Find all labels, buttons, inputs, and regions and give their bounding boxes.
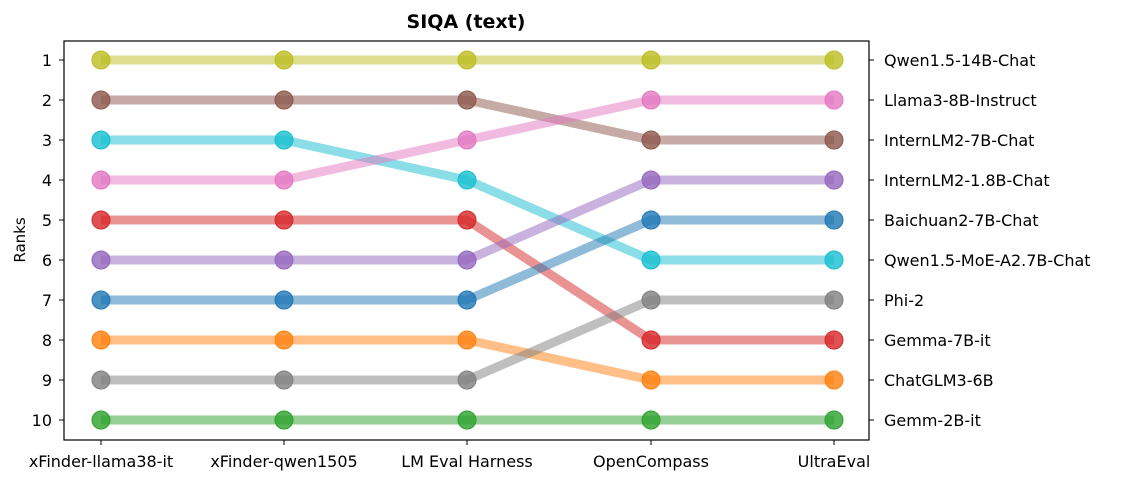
series-0 <box>92 51 843 69</box>
data-point <box>642 131 660 149</box>
right-axis-label: InternLM2-7B-Chat <box>884 131 1034 150</box>
chart-title: SIQA (text) <box>407 11 526 33</box>
y-tick-label: 3 <box>42 131 52 150</box>
data-point <box>275 211 293 229</box>
data-point <box>458 131 476 149</box>
y-tick-label: 2 <box>42 91 52 110</box>
data-point <box>825 91 843 109</box>
y-tick-label: 1 <box>42 51 52 70</box>
series-line-2 <box>101 140 834 260</box>
data-point <box>642 411 660 429</box>
data-point <box>275 411 293 429</box>
data-point <box>642 91 660 109</box>
data-point <box>458 211 476 229</box>
data-point <box>458 171 476 189</box>
right-axis-label: Gemma-7B-it <box>884 331 991 350</box>
data-point <box>825 331 843 349</box>
right-axis-label: Baichuan2-7B-Chat <box>884 211 1039 230</box>
data-point <box>825 211 843 229</box>
data-point <box>825 171 843 189</box>
data-point <box>92 331 110 349</box>
data-point <box>275 51 293 69</box>
data-point <box>92 91 110 109</box>
y-tick-label: 8 <box>42 331 52 350</box>
data-point <box>642 51 660 69</box>
data-point <box>458 371 476 389</box>
data-point <box>275 371 293 389</box>
x-tick-label: xFinder-qwen1505 <box>210 452 357 471</box>
right-axis-label: Qwen1.5-MoE-A2.7B-Chat <box>884 251 1091 270</box>
data-point <box>275 331 293 349</box>
series-2 <box>92 131 843 269</box>
data-point <box>92 171 110 189</box>
data-point <box>642 251 660 269</box>
y-tick-label: 5 <box>42 211 52 230</box>
right-axis-label: ChatGLM3-6B <box>884 371 994 390</box>
series-4 <box>92 211 843 349</box>
data-point <box>825 251 843 269</box>
data-point <box>825 411 843 429</box>
right-axis-label: Qwen1.5-14B-Chat <box>884 51 1035 70</box>
data-point <box>92 371 110 389</box>
right-axis-label: Gemm-2B-it <box>884 411 981 430</box>
data-point <box>458 331 476 349</box>
y-tick-label: 9 <box>42 371 52 390</box>
data-point <box>275 91 293 109</box>
data-point <box>92 411 110 429</box>
data-point <box>458 291 476 309</box>
y-tick-label: 10 <box>32 411 52 430</box>
data-point <box>92 131 110 149</box>
data-point <box>275 131 293 149</box>
y-tick-label: 7 <box>42 291 52 310</box>
data-point <box>92 251 110 269</box>
x-tick-label: OpenCompass <box>593 452 709 471</box>
data-point <box>92 51 110 69</box>
data-point <box>275 251 293 269</box>
series-layer <box>92 51 843 429</box>
data-point <box>642 371 660 389</box>
data-point <box>92 211 110 229</box>
data-point <box>642 291 660 309</box>
x-tick-label: xFinder-llama38-it <box>29 452 173 471</box>
data-point <box>642 331 660 349</box>
series-9 <box>92 411 843 429</box>
data-point <box>458 251 476 269</box>
right-axis-label: InternLM2-1.8B-Chat <box>884 171 1050 190</box>
series-line-4 <box>101 220 834 340</box>
x-tick-label: UltraEval <box>798 452 871 471</box>
data-point <box>275 171 293 189</box>
right-axis-label: Llama3-8B-Instruct <box>884 91 1037 110</box>
y-tick-label: 6 <box>42 251 52 270</box>
y-axis-label: Ranks <box>11 217 29 262</box>
data-point <box>642 171 660 189</box>
x-tick-label: LM Eval Harness <box>401 452 533 471</box>
data-point <box>458 51 476 69</box>
data-point <box>825 51 843 69</box>
data-point <box>458 91 476 109</box>
y-tick-label: 4 <box>42 171 52 190</box>
data-point <box>825 371 843 389</box>
data-point <box>458 411 476 429</box>
right-axis-label: Phi-2 <box>884 291 924 310</box>
data-point <box>275 291 293 309</box>
data-point <box>825 291 843 309</box>
data-point <box>642 211 660 229</box>
data-point <box>92 291 110 309</box>
data-point <box>825 131 843 149</box>
